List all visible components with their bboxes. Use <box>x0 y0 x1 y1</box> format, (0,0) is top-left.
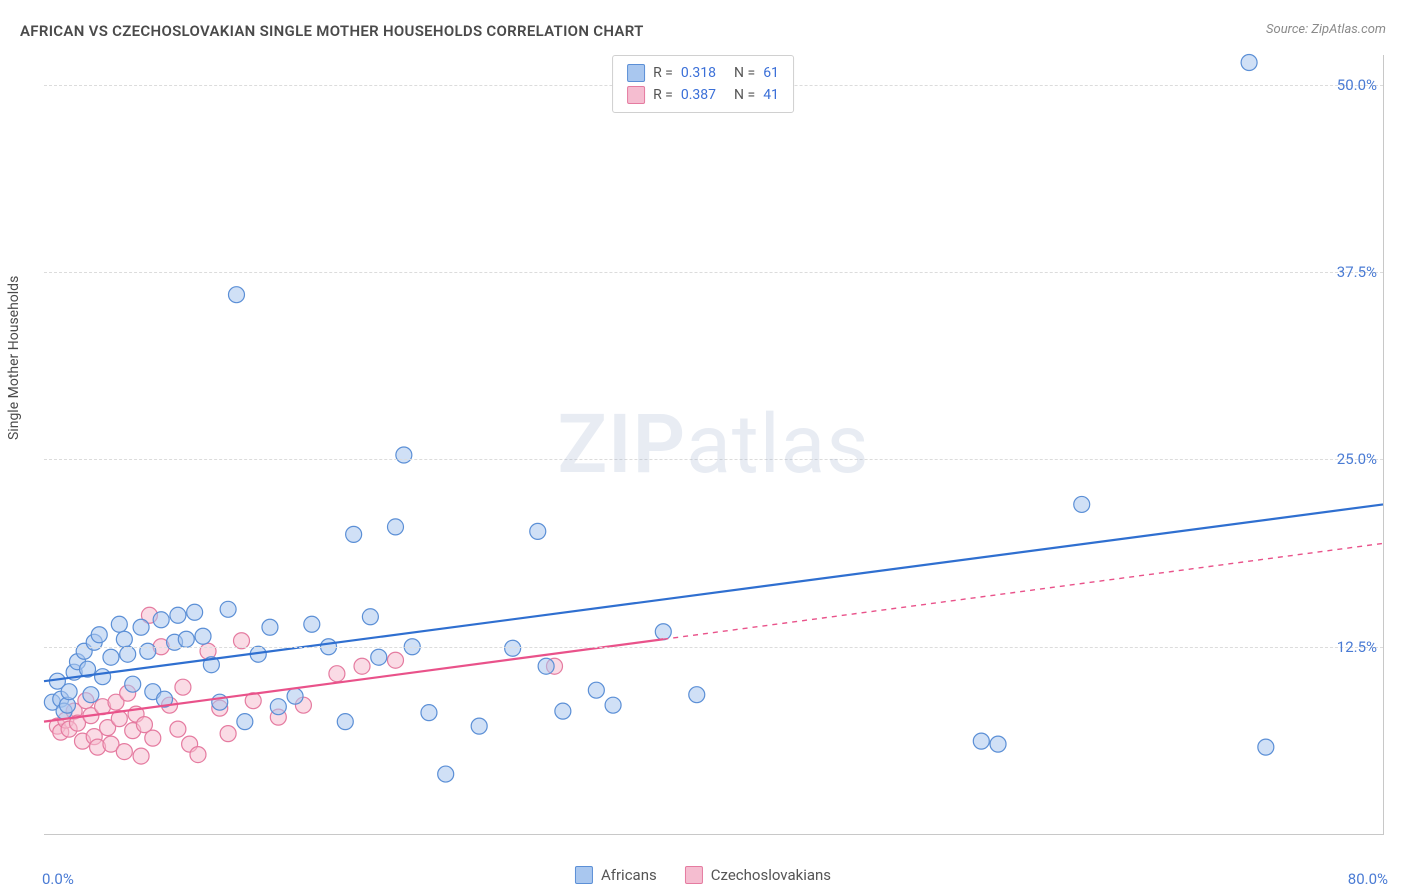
y-axis-label: Single Mother Households <box>6 276 22 440</box>
scatter-point <box>220 601 236 617</box>
legend-series: Africans Czechoslovakians <box>575 866 831 884</box>
scatter-point <box>555 703 571 719</box>
scatter-point <box>990 736 1006 752</box>
scatter-point <box>329 666 345 682</box>
scatter-point <box>262 619 278 635</box>
scatter-point <box>228 287 244 303</box>
y-tick-3: 50.0% <box>1337 76 1377 94</box>
legend-bottom-label-0: Africans <box>601 866 657 884</box>
legend-item-0: Africans <box>575 866 657 884</box>
scatter-point <box>1241 54 1257 70</box>
scatter-point <box>387 652 403 668</box>
legend-stats-row-0: R = 0.318 N = 61 <box>627 62 779 84</box>
scatter-point <box>396 447 412 463</box>
scatter-point <box>91 627 107 643</box>
scatter-point <box>237 714 253 730</box>
x-tick-1: 80.0% <box>1348 870 1388 888</box>
scatter-point <box>1258 739 1274 755</box>
legend-item-1: Czechoslovakians <box>685 866 831 884</box>
scatter-point <box>270 699 286 715</box>
scatter-point <box>530 523 546 539</box>
y-tick-1: 25.0% <box>1337 450 1377 468</box>
scatter-point <box>140 643 156 659</box>
y-tick-2: 37.5% <box>1337 263 1377 281</box>
legend-n-0: 61 <box>763 62 779 84</box>
legend-bottom-swatch-1 <box>685 866 703 884</box>
chart-title: AFRICAN VS CZECHOSLOVAKIAN SINGLE MOTHER… <box>20 22 644 40</box>
scatter-point <box>605 697 621 713</box>
scatter-point <box>145 730 161 746</box>
scatter-point <box>133 748 149 764</box>
scatter-point <box>103 649 119 665</box>
legend-r-label: R = <box>653 84 673 106</box>
scatter-point <box>655 624 671 640</box>
scatter-point <box>337 714 353 730</box>
legend-n-1: 41 <box>763 84 779 106</box>
scatter-point <box>170 607 186 623</box>
scatter-point <box>116 631 132 647</box>
scatter-point <box>190 747 206 763</box>
legend-r-1: 0.387 <box>681 84 716 106</box>
trend-line <box>44 504 1383 681</box>
scatter-point <box>95 669 111 685</box>
legend-n-label: N = <box>734 62 755 84</box>
gridline <box>44 272 1383 273</box>
legend-r-label: R = <box>653 62 673 84</box>
plot-area: ZIPatlas 12.5%25.0%37.5%50.0% <box>44 55 1384 835</box>
scatter-point <box>133 619 149 635</box>
scatter-point <box>170 721 186 737</box>
legend-bottom-label-1: Czechoslovakians <box>711 866 831 884</box>
scatter-point <box>125 676 141 692</box>
scatter-point <box>421 705 437 721</box>
scatter-point <box>287 688 303 704</box>
scatter-point <box>83 687 99 703</box>
scatter-point <box>538 658 554 674</box>
scatter-point <box>362 609 378 625</box>
scatter-point <box>304 616 320 632</box>
legend-bottom-swatch-0 <box>575 866 593 884</box>
x-tick-0: 0.0% <box>42 870 74 888</box>
chart-svg <box>44 55 1383 834</box>
legend-stats: R = 0.318 N = 61 R = 0.387 N = 41 <box>612 55 794 113</box>
scatter-point <box>371 649 387 665</box>
scatter-point <box>387 519 403 535</box>
scatter-point <box>111 616 127 632</box>
legend-stats-row-1: R = 0.387 N = 41 <box>627 84 779 106</box>
scatter-point <box>175 679 191 695</box>
scatter-point <box>220 726 236 742</box>
legend-n-label: N = <box>734 84 755 106</box>
trend-line-extended <box>663 543 1383 639</box>
scatter-point <box>120 646 136 662</box>
legend-r-0: 0.318 <box>681 62 716 84</box>
scatter-point <box>346 526 362 542</box>
source-label: Source: ZipAtlas.com <box>1266 22 1386 37</box>
scatter-point <box>187 604 203 620</box>
legend-swatch-0 <box>627 64 645 82</box>
scatter-point <box>689 687 705 703</box>
scatter-point <box>505 640 521 656</box>
scatter-point <box>178 631 194 647</box>
scatter-point <box>61 684 77 700</box>
scatter-point <box>438 766 454 782</box>
scatter-point <box>973 733 989 749</box>
scatter-point <box>471 718 487 734</box>
gridline <box>44 647 1383 648</box>
y-tick-0: 12.5% <box>1337 638 1377 656</box>
legend-swatch-1 <box>627 86 645 104</box>
scatter-point <box>195 628 211 644</box>
scatter-point <box>116 744 132 760</box>
scatter-point <box>588 682 604 698</box>
scatter-point <box>354 658 370 674</box>
scatter-point <box>1074 496 1090 512</box>
scatter-point <box>153 612 169 628</box>
chart-container: AFRICAN VS CZECHOSLOVAKIAN SINGLE MOTHER… <box>0 0 1406 892</box>
gridline <box>44 459 1383 460</box>
